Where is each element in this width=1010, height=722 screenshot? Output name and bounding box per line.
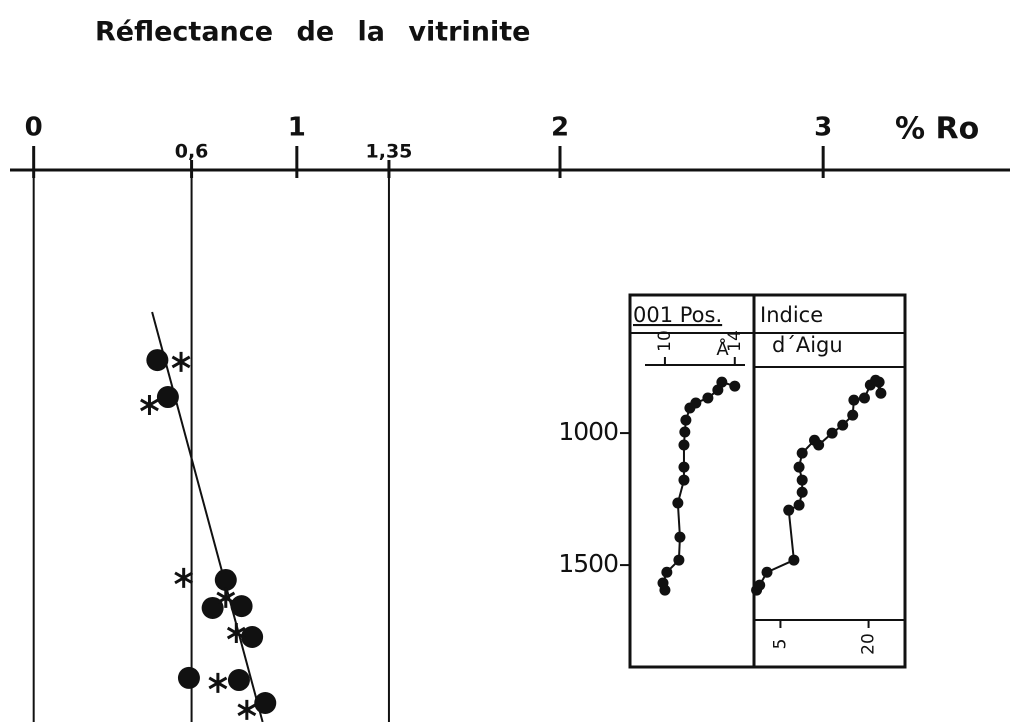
x-tick-label: 0	[25, 113, 43, 143]
x-tick-label: 14	[725, 330, 745, 352]
data-dot	[847, 409, 859, 421]
data-dot	[716, 376, 728, 388]
x-tick-label: 1,35	[366, 141, 413, 163]
data-dot	[837, 419, 849, 431]
data-dot	[702, 392, 714, 404]
x-axis-label: Å	[716, 338, 729, 360]
data-dot	[796, 447, 808, 459]
data-dot	[679, 426, 691, 438]
data-dot	[754, 579, 766, 591]
data-dot	[858, 392, 870, 404]
data-dot	[813, 439, 825, 451]
data-dot	[793, 499, 805, 511]
x-tick-label: 0,6	[175, 141, 209, 163]
data-dot	[673, 554, 685, 566]
data-asterisk	[174, 567, 194, 588]
data-dot	[156, 386, 179, 409]
data-dot	[870, 374, 882, 386]
data-dot	[796, 474, 808, 486]
x-tick-label: 20	[859, 633, 879, 655]
data-dot	[680, 414, 692, 426]
data-dot	[674, 531, 686, 543]
data-line	[755, 379, 882, 591]
data-asterisk	[171, 351, 191, 372]
trend-line	[151, 311, 264, 722]
data-dot	[729, 380, 741, 392]
data-dot	[678, 474, 690, 486]
data-asterisk	[208, 672, 228, 693]
y-tick-label: 1500	[558, 549, 618, 578]
data-dot	[796, 486, 808, 498]
data-dot	[146, 349, 169, 372]
data-dot	[254, 691, 277, 714]
data-dot	[788, 554, 800, 566]
y-tick-label: 1000	[558, 417, 618, 446]
data-dot	[241, 625, 264, 648]
data-asterisk	[226, 623, 246, 644]
data-dot	[230, 595, 253, 618]
data-dot	[227, 669, 250, 692]
x-tick-label: 3	[814, 113, 832, 143]
data-dot	[214, 568, 237, 591]
data-dot	[875, 387, 887, 399]
data-dot	[761, 566, 773, 578]
data-asterisk	[237, 699, 257, 720]
data-dot	[177, 666, 200, 689]
data-dot	[678, 461, 690, 473]
x-axis-label: % Ro	[895, 112, 979, 147]
data-dot	[783, 504, 795, 516]
x-tick-label: 5	[770, 639, 790, 650]
chart-title: Réflectance de la vitrinite	[95, 17, 530, 48]
data-dot	[657, 577, 669, 589]
x-tick-label: 10	[655, 330, 675, 352]
panel-title: 001 Pos.	[633, 303, 722, 327]
data-asterisk	[140, 394, 159, 415]
inset-frame	[628, 293, 907, 669]
data-dot	[678, 439, 690, 451]
data-dot	[690, 397, 702, 409]
data-asterisk	[216, 587, 236, 608]
data-dot	[672, 497, 684, 509]
x-tick-label: 1	[288, 113, 306, 143]
data-dot	[848, 394, 860, 406]
panel-title: d´Aigu	[772, 333, 843, 357]
panel-title: Indice	[760, 303, 823, 327]
x-tick-label: 2	[551, 113, 569, 143]
data-dot	[826, 427, 838, 439]
data-dot	[793, 461, 805, 473]
data-dot	[661, 566, 673, 578]
